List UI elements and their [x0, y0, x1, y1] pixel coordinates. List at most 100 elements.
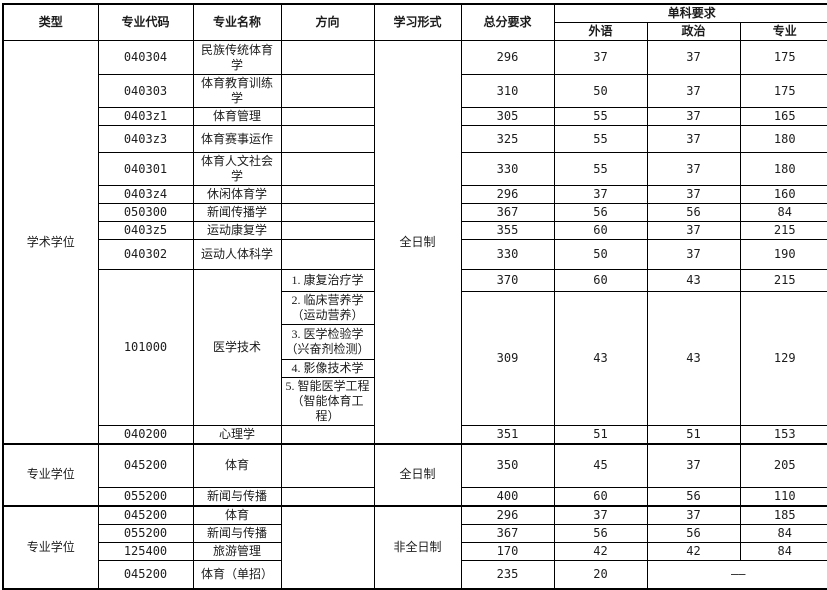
col-header-type: 类型 [2, 3, 99, 41]
table-row: 专业学位 045200 体育 全日制 350 45 37 205 [2, 443, 827, 506]
cell-politics-score: 37 [646, 185, 741, 204]
cell-foreign-score: 55 [553, 125, 648, 153]
cell-direction-empty [280, 107, 375, 126]
cell-direction-empty [280, 443, 375, 488]
table-row: 040302 运动人体科学 330 50 37 190 [3, 239, 827, 270]
cell-major-name: 体育人文社会学 [192, 152, 282, 186]
col-header-study-form: 学习形式 [373, 3, 462, 41]
cell-politics-score: 51 [646, 425, 741, 445]
cell-foreign-score: 56 [553, 203, 648, 222]
cell-foreign-score: 60 [553, 269, 648, 292]
cell-total-score: 367 [460, 523, 555, 543]
cell-politics-score: 43 [646, 291, 741, 426]
cell-politics-score: 43 [646, 269, 741, 292]
cell-major-score: 84 [739, 541, 827, 561]
cell-direction-empty [280, 74, 375, 108]
cell-total-score: 305 [460, 107, 555, 126]
col-header-direction: 方向 [280, 3, 375, 41]
cell-direction-empty [280, 425, 375, 445]
cell-major-score: 129 [739, 291, 827, 426]
cell-code: 0403z3 [97, 125, 194, 153]
cell-foreign-score: 60 [553, 486, 648, 506]
cell-major-score: 84 [739, 203, 827, 222]
table-row: 5. 智能医学工程（智能体育工程） [3, 377, 827, 426]
table-row: 055200 新闻与传播 367 56 56 84 [3, 523, 827, 543]
cell-major-name: 新闻与传播 [192, 523, 282, 543]
cell-politics-score: 42 [646, 541, 741, 561]
admission-score-table: 类型 专业代码 专业名称 方向 学习形式 总分要求 单科要求 外语 政治 专业 … [2, 3, 827, 590]
table-row: 040303 体育教育训练学 310 50 37 175 [3, 74, 827, 108]
cell-politics-score: 56 [646, 523, 741, 543]
cell-code: 101000 [97, 269, 194, 426]
cell-foreign-score: 20 [553, 559, 648, 590]
cell-politics-score: 37 [646, 239, 741, 270]
cell-foreign-score: 60 [553, 221, 648, 240]
table-row: 125400 旅游管理 170 42 42 84 [3, 541, 827, 561]
cell-total-score: 310 [460, 74, 555, 108]
cell-foreign-score: 51 [553, 425, 648, 445]
cell-major-score: 180 [739, 125, 827, 153]
cell-major-name: 体育 [192, 504, 282, 525]
cell-direction-empty [280, 185, 375, 204]
cell-code: 055200 [97, 523, 194, 543]
cell-foreign-score: 37 [553, 504, 648, 525]
cell-foreign-score: 56 [553, 523, 648, 543]
cell-direction-empty [280, 125, 375, 153]
cell-total-score: 296 [460, 185, 555, 204]
table-row: 040200 心理学 351 51 51 153 [3, 425, 827, 445]
cell-code: 0403z1 [97, 107, 194, 126]
cell-total-score: 400 [460, 486, 555, 506]
cell-politics-score: 37 [646, 443, 741, 488]
cell-politics-score: 37 [646, 107, 741, 126]
table-row: 专业学位 045200 体育 非全日制 296 37 37 185 [2, 504, 827, 590]
cell-total-score: 330 [460, 239, 555, 270]
cell-politics-score: 37 [646, 40, 741, 75]
cell-total-score: 355 [460, 221, 555, 240]
cell-foreign-score: 55 [553, 152, 648, 186]
cell-direction: 5. 智能医学工程（智能体育工程） [280, 377, 375, 426]
cell-degree-type-professional: 专业学位 [2, 504, 99, 590]
cell-code: 040302 [97, 239, 194, 270]
cell-total-score: 235 [460, 559, 555, 590]
col-header-code: 专业代码 [97, 3, 194, 41]
table-row: 0403z1 体育管理 305 55 37 165 [3, 107, 827, 126]
cell-major-score: 215 [739, 221, 827, 240]
col-header-politics: 政治 [646, 22, 741, 41]
cell-major-name: 新闻与传播 [192, 486, 282, 506]
cell-total-score: 370 [460, 269, 555, 292]
header-row-1: 类型 专业代码 专业名称 方向 学习形式 总分要求 单科要求 [2, 3, 827, 41]
cell-foreign-score: 37 [553, 185, 648, 204]
cell-total-score: 367 [460, 203, 555, 222]
cell-direction-empty [280, 152, 375, 186]
cell-direction-empty [280, 40, 375, 75]
cell-major-name: 体育教育训练学 [192, 74, 282, 108]
cell-foreign-score: 50 [553, 74, 648, 108]
cell-foreign-score: 42 [553, 541, 648, 561]
cell-politics-score: 37 [646, 74, 741, 108]
cell-direction: 2. 临床营养学（运动营养） [280, 291, 375, 325]
cell-foreign-score: 37 [553, 40, 648, 75]
cell-dash: —— [646, 559, 827, 590]
cell-study-form-full-time: 全日制 [373, 443, 462, 506]
cell-politics-score: 37 [646, 504, 741, 525]
cell-major-name: 心理学 [192, 425, 282, 445]
cell-total-score: 170 [460, 541, 555, 561]
cell-foreign-score: 43 [553, 291, 648, 426]
cell-total-score: 351 [460, 425, 555, 445]
table-row: 学术学位 040304 民族传统体育学 全日制 296 37 37 175 [2, 40, 827, 445]
cell-total-score: 296 [460, 504, 555, 525]
cell-direction: 3. 医学检验学（兴奋剂检测） [280, 324, 375, 360]
cell-code: 0403z4 [97, 185, 194, 204]
cell-major-name: 民族传统体育学 [192, 40, 282, 75]
cell-direction: 4. 影像技术学 [280, 359, 375, 378]
cell-major-score: 190 [739, 239, 827, 270]
cell-major-score: 185 [739, 504, 827, 525]
cell-major-name: 体育 [192, 443, 282, 488]
cell-major-score: 215 [739, 269, 827, 292]
table-row: 055200 新闻与传播 400 60 56 110 [3, 486, 827, 506]
cell-major-name: 医学技术 [192, 269, 282, 426]
cell-total-score: 350 [460, 443, 555, 488]
cell-direction-empty [280, 504, 375, 590]
cell-code: 045200 [97, 559, 194, 590]
table-row: 040301 体育人文社会学 330 55 37 180 [3, 152, 827, 186]
